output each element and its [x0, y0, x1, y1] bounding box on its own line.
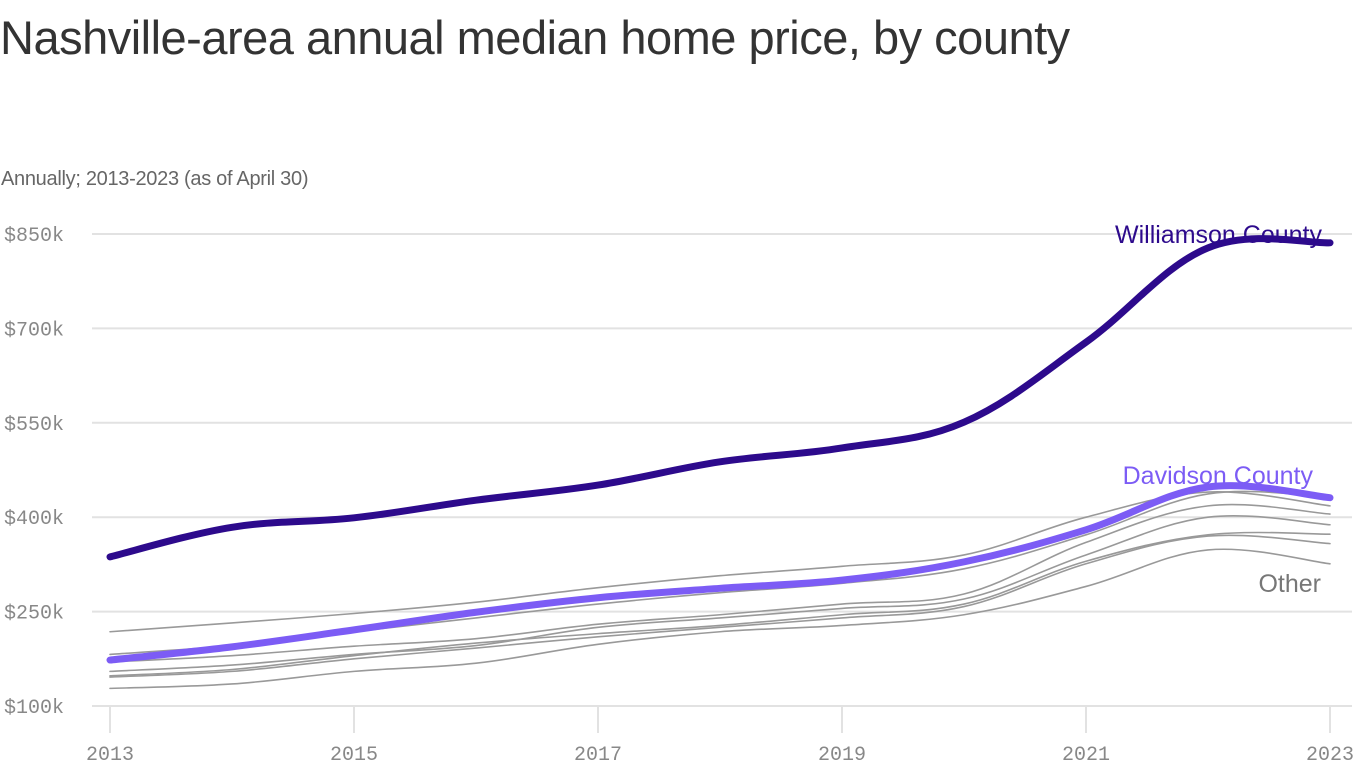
y-tick-label: $100k — [4, 697, 64, 720]
series-line-other — [109, 531, 1331, 677]
series-label-williamson-county: Williamson County — [1115, 221, 1323, 249]
series-line-other — [109, 490, 1331, 656]
x-grid-layer — [109, 706, 1331, 733]
series-layer — [106, 235, 1334, 690]
x-tick-label: 2021 — [1062, 744, 1110, 767]
y-tick-label: $550k — [4, 414, 64, 437]
x-tick-label: 2023 — [1306, 744, 1354, 767]
chart-subtitle: Annually; 2013-2023 (as of April 30) — [1, 168, 309, 190]
series-line-other — [109, 534, 1331, 678]
series-line-other — [109, 503, 1331, 663]
x-tick-label: 2015 — [330, 744, 378, 767]
x-tick-label: 2013 — [86, 744, 134, 767]
series-labels: Williamson County Davidson County Other — [1115, 221, 1323, 598]
grid-layer — [92, 233, 1352, 707]
y-tick-label: $850k — [4, 225, 64, 248]
series-line-other — [109, 548, 1331, 690]
x-axis-ticks: 2013 2015 2017 2019 2021 2023 — [86, 744, 1354, 767]
series-line-davidson-county — [106, 482, 1334, 664]
x-tick-label: 2019 — [818, 744, 866, 767]
y-axis-ticks: $100k $250k $400k $550k $700k $850k — [4, 225, 64, 720]
y-tick-label: $400k — [4, 508, 64, 531]
x-tick-label: 2017 — [574, 744, 622, 767]
series-line-other — [109, 491, 1331, 633]
series-line-williamson-county — [106, 235, 1334, 561]
series-line-other — [109, 514, 1331, 673]
y-tick-label: $250k — [4, 603, 64, 626]
series-label-other: Other — [1258, 570, 1321, 598]
y-tick-label: $700k — [4, 319, 64, 342]
series-label-davidson-county: Davidson County — [1123, 462, 1314, 490]
chart-title: Nashville-area annual median home price,… — [0, 11, 1070, 64]
